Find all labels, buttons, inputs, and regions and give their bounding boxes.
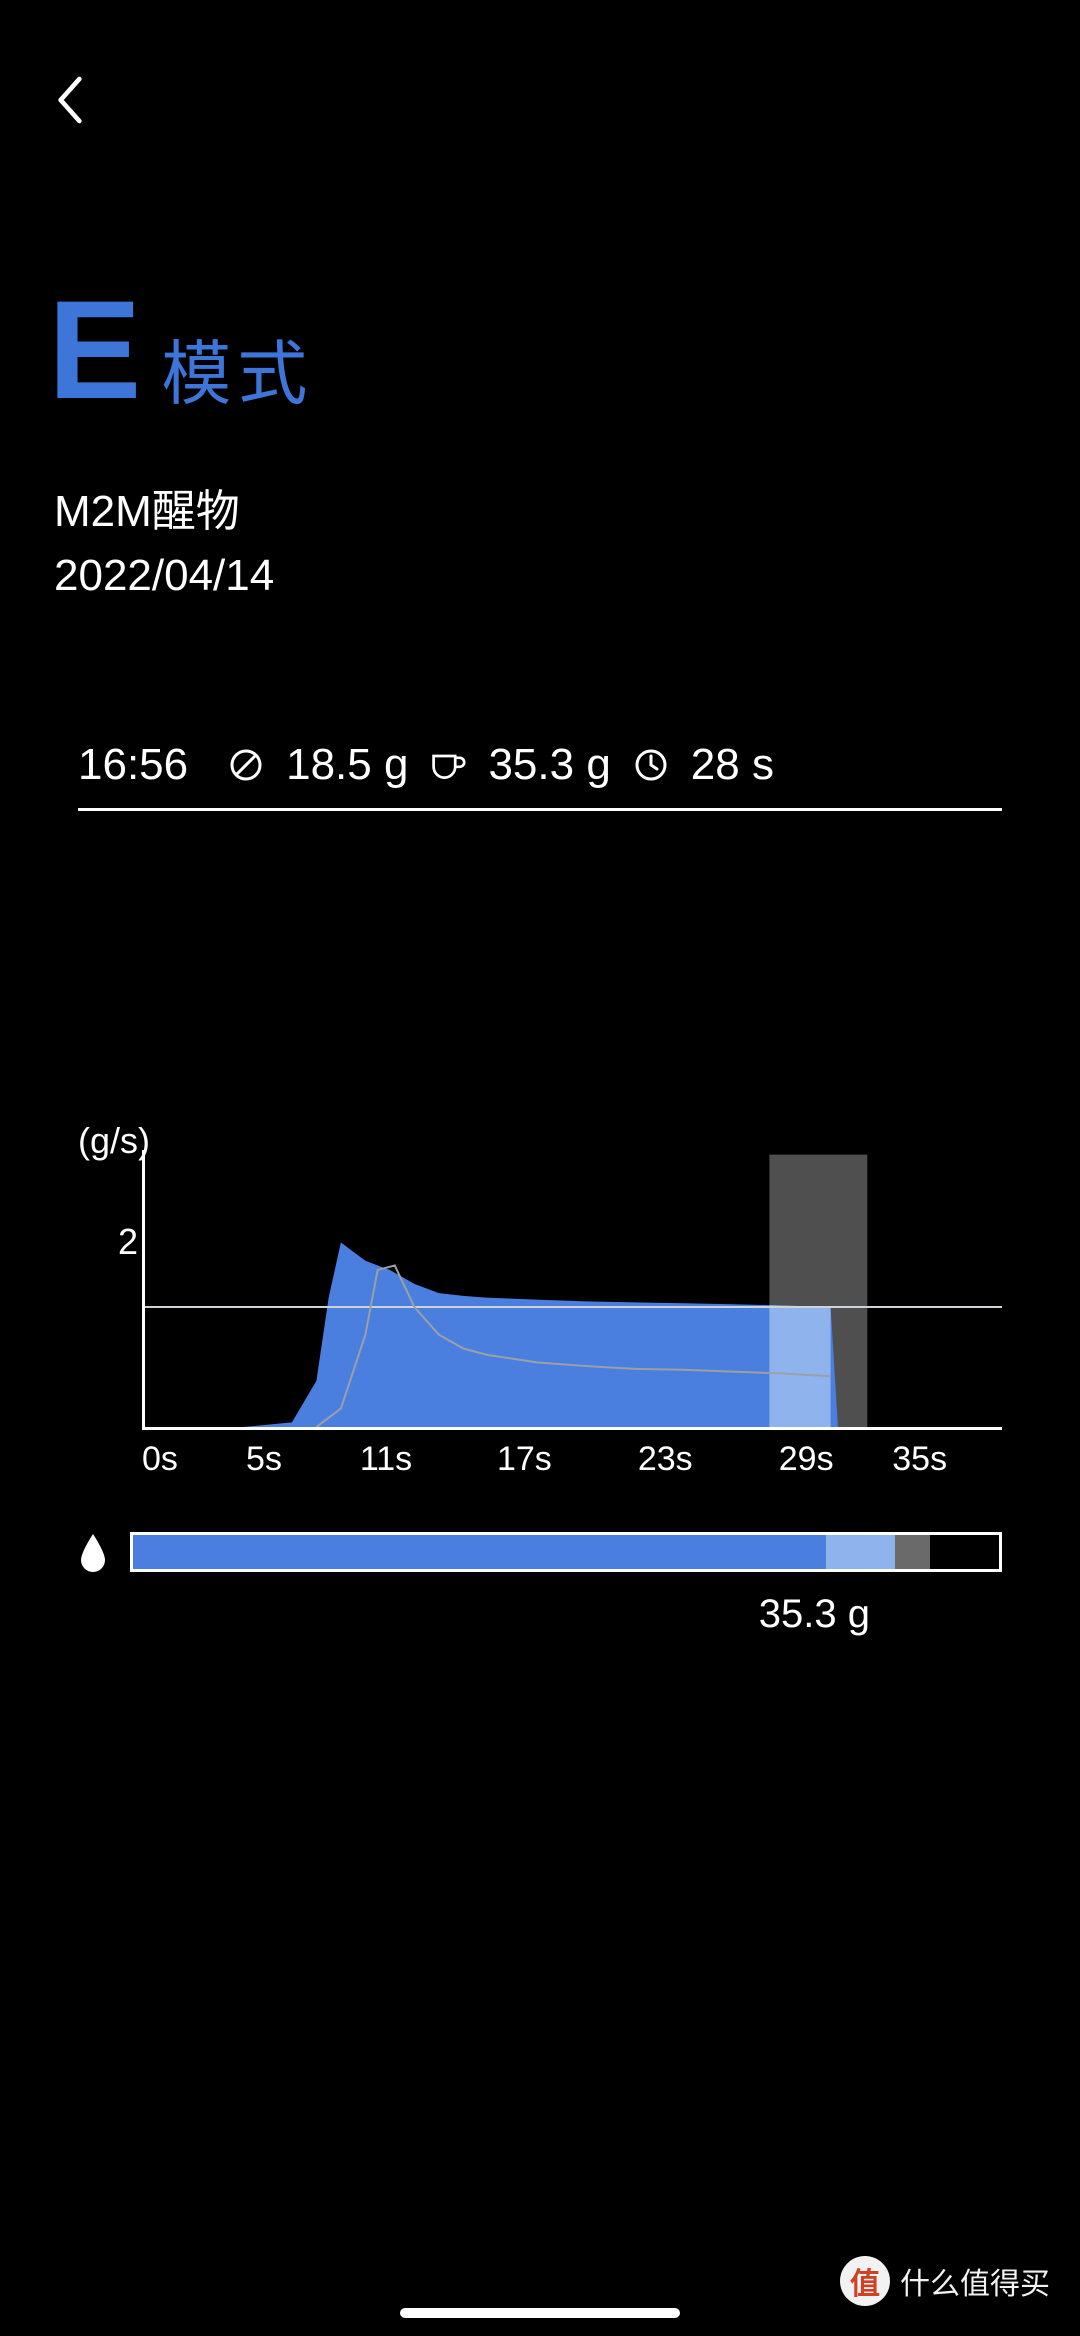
chevron-left-icon bbox=[56, 76, 84, 124]
session-date: 2022/04/14 bbox=[54, 544, 274, 608]
chart-x-tick: 23s bbox=[638, 1440, 693, 1479]
chart-x-tick: 11s bbox=[360, 1440, 412, 1479]
chart-x-tick: 29s bbox=[779, 1440, 834, 1479]
cup-icon bbox=[430, 747, 466, 783]
mode-letter: E bbox=[48, 280, 139, 420]
mode-title: E 模式 bbox=[48, 280, 313, 420]
bean-name: M2M醒物 bbox=[54, 480, 274, 544]
home-indicator[interactable] bbox=[400, 2308, 680, 2318]
chart-plot-area bbox=[142, 1150, 1002, 1430]
stat-yield: 35.3 g bbox=[488, 740, 610, 790]
stat-duration: 28 s bbox=[691, 740, 774, 790]
chart-x-tick: 35s bbox=[892, 1440, 947, 1479]
chart-x-tick: 5s bbox=[246, 1440, 282, 1479]
progress-segment bbox=[826, 1535, 895, 1569]
stat-time: 16:56 bbox=[78, 740, 188, 790]
chart-x-tick: 17s bbox=[497, 1440, 552, 1479]
mode-label: 模式 bbox=[161, 318, 313, 419]
chart-x-tick: 0s bbox=[142, 1440, 178, 1479]
output-progress bbox=[78, 1530, 1002, 1574]
progress-value: 35.3 g bbox=[759, 1592, 870, 1637]
watermark: 值 什么值得买 bbox=[840, 2256, 1050, 2306]
watermark-text: 什么值得买 bbox=[900, 2259, 1050, 2303]
timer-icon bbox=[633, 747, 669, 783]
stats-bar: 16:56 18.5 g 35.3 g 28 s bbox=[78, 740, 1002, 811]
dose-icon bbox=[228, 747, 264, 783]
chart-svg bbox=[145, 1150, 1002, 1427]
progress-segment bbox=[895, 1535, 930, 1569]
progress-bar bbox=[130, 1532, 1002, 1572]
drop-icon bbox=[78, 1532, 108, 1572]
stat-dose: 18.5 g bbox=[286, 740, 408, 790]
back-button[interactable] bbox=[40, 70, 100, 130]
chart-x-ticks: 0s 5s 11s 17s 23s 29s 35s bbox=[142, 1440, 1002, 1479]
chart-y-tick: 2 bbox=[118, 1221, 138, 1263]
progress-segment bbox=[133, 1535, 826, 1569]
session-info: M2M醒物 2022/04/14 bbox=[54, 480, 274, 608]
chart-y-label: (g/s) bbox=[78, 1120, 150, 1162]
watermark-badge: 值 bbox=[840, 2256, 890, 2306]
